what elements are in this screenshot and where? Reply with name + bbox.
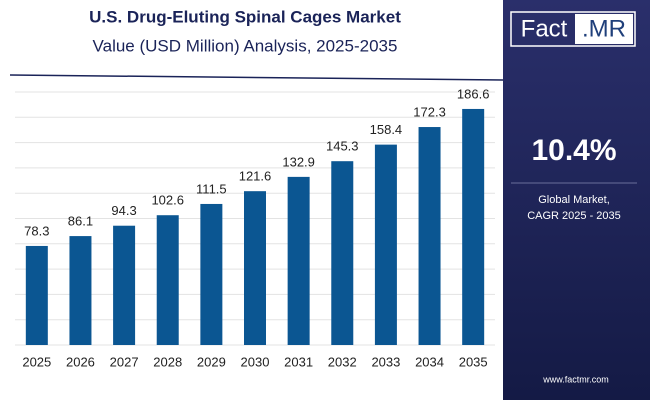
logo-main: Fact — [521, 15, 568, 42]
chart-title: U.S. Drug-Eluting Spinal Cages Market — [89, 7, 401, 26]
x-tick-label: 2027 — [110, 354, 139, 369]
title-rule — [9, 74, 504, 81]
x-tick-label: 2031 — [284, 354, 313, 369]
x-tick-label: 2028 — [153, 354, 182, 369]
bar — [156, 215, 179, 345]
bar — [113, 225, 136, 345]
value-label: 132.9 — [282, 154, 315, 169]
bar — [287, 176, 310, 345]
x-tick-label: 2035 — [459, 354, 488, 369]
value-label: 102.6 — [151, 193, 184, 208]
cagr-label: Global Market, — [538, 194, 610, 206]
value-label: 172.3 — [413, 104, 446, 119]
cagr-label: CAGR 2025 - 2035 — [527, 210, 621, 222]
bar — [69, 236, 92, 345]
x-tick-label: 2033 — [371, 354, 400, 369]
value-label: 86.1 — [68, 214, 93, 229]
x-tick-label: 2030 — [241, 354, 270, 369]
logo-suffix: .MR — [582, 15, 626, 42]
x-tick-label: 2029 — [197, 354, 226, 369]
bar — [244, 191, 266, 345]
value-label: 78.3 — [24, 223, 49, 238]
value-label: 94.3 — [111, 203, 136, 218]
logo-suffix-box — [575, 14, 633, 44]
value-label: 121.6 — [239, 169, 272, 184]
bar — [200, 203, 223, 345]
value-label: 186.6 — [457, 86, 490, 101]
logo-frame — [510, 11, 636, 47]
bar — [462, 108, 485, 346]
bar — [331, 161, 354, 345]
x-tick-label: 2025 — [22, 354, 51, 369]
value-label: 145.3 — [326, 139, 359, 154]
cagr-value: 10.4% — [531, 134, 616, 167]
sidebar — [503, 0, 650, 400]
value-label: 111.5 — [196, 181, 227, 196]
website: www.factmr.com — [542, 374, 609, 384]
bar — [374, 144, 397, 345]
value-label: 158.4 — [370, 122, 403, 137]
x-tick-label: 2032 — [328, 354, 357, 369]
x-tick-label: 2026 — [66, 354, 95, 369]
x-tick-label: 2034 — [415, 354, 444, 369]
bar — [25, 245, 48, 345]
chart-subtitle: Value (USD Million) Analysis, 2025-2035 — [93, 36, 398, 55]
bar — [418, 127, 441, 345]
